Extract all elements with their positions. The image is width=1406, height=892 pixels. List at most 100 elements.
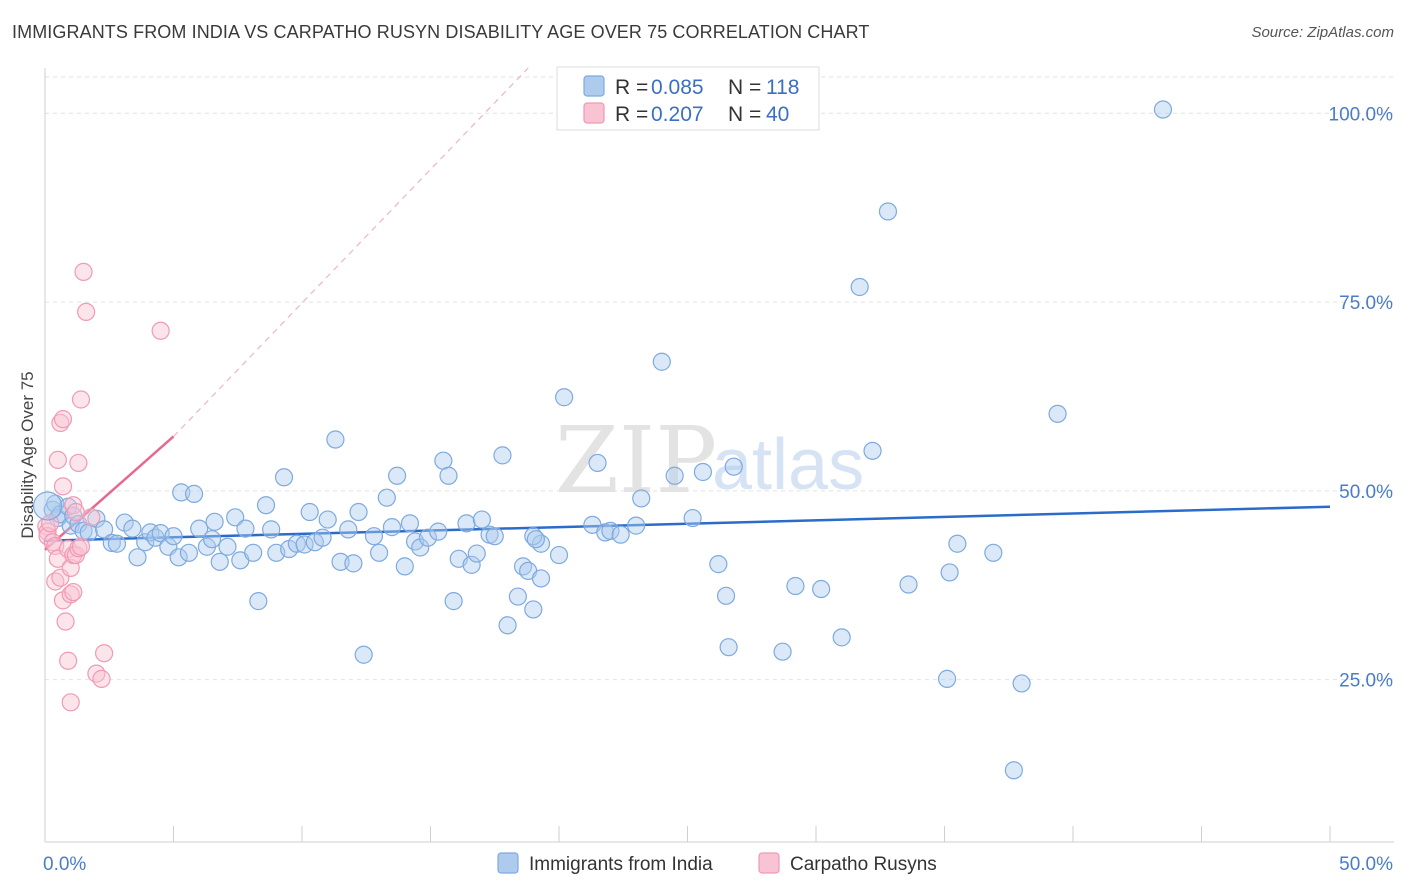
data-point [549,545,569,565]
series-carpatho-rusyns [37,262,170,712]
data-point [141,523,160,542]
data-point [53,477,73,496]
data-point [344,554,363,573]
data-point [524,600,543,619]
data-point [429,522,448,541]
data-point [626,516,646,535]
data-point [64,582,83,602]
data-point [256,496,276,515]
data-point [41,514,60,533]
data-point [1048,404,1067,423]
chart-title: IMMIGRANTS FROM INDIA VS CARPATHO RUSYN … [12,22,870,42]
data-point [354,645,373,664]
data-point [95,520,114,539]
data-point [66,502,85,522]
data-point [709,555,728,574]
legend-n-label: N = [728,76,761,99]
data-point [244,543,263,562]
data-point [123,519,142,538]
y-tick-label: 25.0% [1339,671,1393,692]
data-point [377,488,396,507]
data-point [937,669,957,688]
data-point [339,520,358,539]
data-point [53,410,73,429]
legend: R = 0.085 N = 118 R = 0.207 N = 40 [556,66,820,131]
data-point [1153,100,1173,119]
x-tick-label-left: 0.0% [43,854,86,875]
data-point [498,616,517,635]
legend-swatch [583,102,605,124]
data-point [719,638,738,657]
data-point [69,453,88,473]
bottom-legend-swatch [758,852,780,874]
bottom-legend: Immigrants from India Carpatho Rusyns [497,852,937,875]
data-point [940,563,959,582]
data-point [984,543,1003,562]
legend-n-value: 118 [766,76,799,99]
trend-lines [44,67,1331,551]
data-point [151,321,170,340]
data-point [71,537,91,556]
data-point [665,466,684,485]
trend-line-rusyn-extension [173,67,529,437]
data-point [485,527,504,546]
legend-swatch [583,75,605,97]
data-point [102,533,121,553]
data-point [364,527,384,546]
data-point [218,537,237,556]
data-point [382,518,402,537]
data-point [262,520,281,539]
legend-r-value: 0.207 [651,103,704,126]
data-point [300,502,319,522]
data-point [462,555,481,574]
legend-r-value: 0.085 [651,76,704,99]
data-point [61,585,80,604]
axes [44,68,1394,843]
data-point [326,430,345,449]
y-tick-label: 75.0% [1339,293,1393,314]
data-point [632,489,651,508]
data-point-cluster [32,491,63,521]
bottom-legend-swatch [497,852,519,874]
data-point [878,202,898,221]
data-point [349,502,368,522]
data-point [1012,674,1031,693]
data-point [493,446,512,465]
trend-line-rusyn [44,435,175,551]
data-point [190,519,209,538]
data-point [205,512,224,531]
data-points [32,100,1173,780]
data-point [1004,761,1023,780]
data-point [716,586,736,605]
legend-r-label: R = [615,103,648,126]
legend-r-label: R = [615,76,648,99]
source-label: Source: ZipAtlas.com [1251,24,1394,41]
y-tick-label: 50.0% [1339,482,1393,503]
data-point [524,527,543,546]
watermark-atlas: atlas [712,425,864,505]
data-point [467,544,486,563]
data-point [434,451,453,470]
data-point [812,579,831,599]
series-immigrants-from-india [43,100,1173,780]
data-point [832,628,851,647]
data-point [48,450,67,470]
data-point [526,530,545,549]
data-point [400,514,420,533]
data-point [652,352,671,371]
y-tick-label: 100.0% [1329,104,1394,125]
y-axis-label: Disability Age Over 75 [18,371,37,538]
data-point [249,592,268,611]
data-point [169,548,188,567]
data-point [82,508,101,527]
data-point [370,543,389,562]
data-point [444,592,463,611]
data-point [395,557,414,576]
data-point [318,510,337,529]
data-point [71,390,91,409]
bottom-legend-label: Immigrants from India [529,854,713,875]
watermark-zip: ZIP [555,407,717,514]
legend-n-value: 40 [766,103,789,126]
